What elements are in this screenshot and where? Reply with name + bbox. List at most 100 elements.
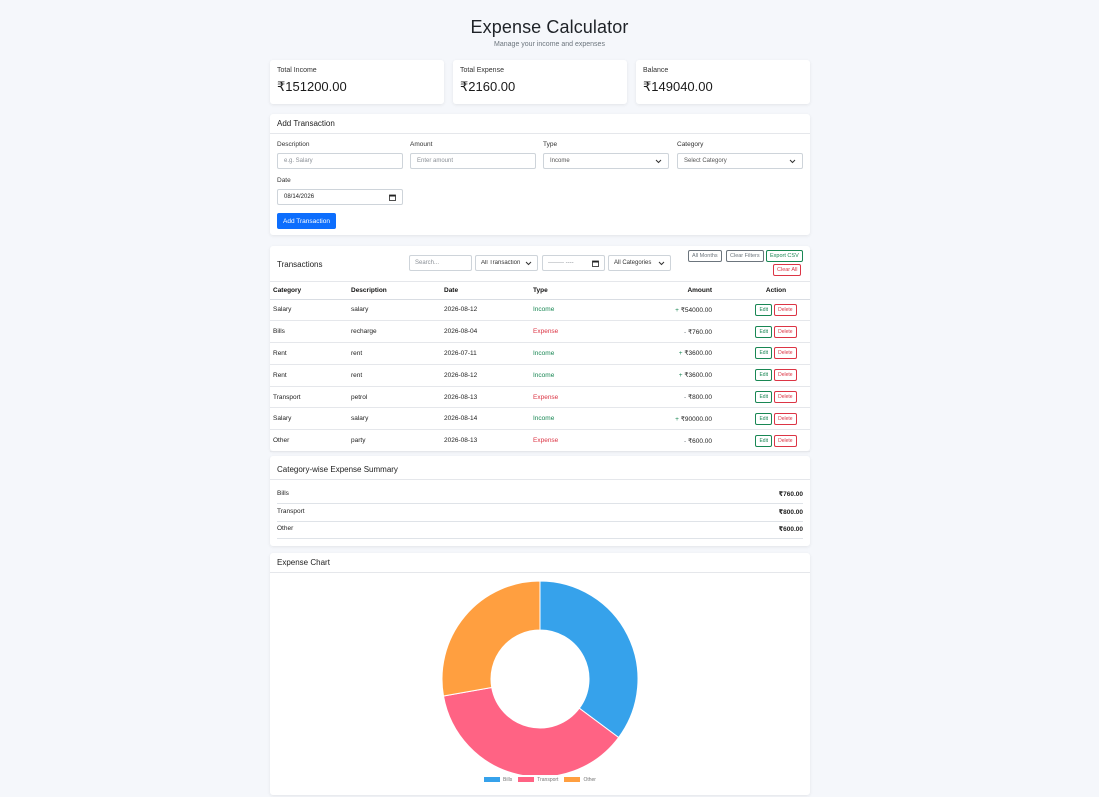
amount-sign: +	[678, 372, 683, 380]
cell-category: Other	[270, 429, 348, 453]
cell-description: petrol	[348, 386, 441, 409]
amount-sign: -	[683, 437, 687, 445]
delete-button[interactable]: Delete	[774, 325, 797, 338]
cell-category: Salary	[270, 407, 348, 431]
summary-amount: ₹600.00	[778, 526, 803, 533]
cell-action: Edit Delete	[742, 429, 810, 453]
calendar-icon[interactable]	[389, 194, 396, 201]
cell-amount: + ₹90000.00	[620, 407, 742, 431]
expense-chart-title: Expense Chart	[270, 553, 810, 573]
summary-amount: ₹760.00	[778, 491, 803, 498]
page-header: Expense Calculator Manage your income an…	[0, 17, 1099, 48]
legend-item[interactable]: Transport	[518, 777, 558, 783]
column-header-type: Type	[530, 282, 620, 300]
chevron-down-icon	[789, 159, 796, 163]
description-input[interactable]: e.g. Salary	[277, 153, 403, 169]
cell-action: Edit Delete	[742, 386, 810, 409]
amount-label: Amount	[410, 141, 433, 148]
month-filter-value: -------- ----	[548, 260, 574, 266]
cell-amount: - ₹760.00	[620, 320, 742, 344]
card-label: Total Income	[277, 67, 317, 74]
table-row: Rent rent 2026-08-12 Income + ₹3600.00 E…	[270, 364, 810, 387]
legend-item[interactable]: Bills	[484, 777, 512, 783]
summary-amount: ₹800.00	[778, 509, 803, 516]
category-filter-select[interactable]: All Categories	[608, 255, 671, 271]
summary-category: Other	[277, 525, 294, 532]
cell-amount: - ₹800.00	[620, 386, 742, 409]
type-filter-value: All Transaction	[481, 260, 521, 266]
amount-input[interactable]: Enter amount	[410, 153, 536, 169]
type-select[interactable]: Income	[543, 153, 669, 169]
category-summary-panel: Category-wise Expense Summary Bills ₹760…	[270, 456, 810, 546]
month-filter-input[interactable]: -------- ----	[542, 255, 605, 271]
date-input[interactable]: 08/14/2026	[277, 189, 403, 205]
cell-date: 2026-08-12	[441, 299, 530, 322]
card-value: ₹2160.00	[460, 79, 516, 94]
cell-description: recharge	[348, 320, 441, 344]
table-row: Salary salary 2026-08-12 Income + ₹54000…	[270, 299, 810, 322]
amount-sign: -	[683, 328, 687, 336]
delete-button[interactable]: Delete	[774, 434, 797, 447]
delete-button[interactable]: Delete	[774, 347, 797, 360]
edit-button[interactable]: Edit	[755, 391, 773, 404]
chart-legend: Bills Transport Other	[270, 777, 810, 783]
cell-amount: + ₹54000.00	[620, 299, 742, 322]
cell-action: Edit Delete	[742, 407, 810, 431]
category-field: Category Select Category	[677, 141, 803, 169]
cell-amount: + ₹3600.00	[620, 342, 742, 365]
cell-action: Edit Delete	[742, 320, 810, 344]
export-csv-button[interactable]: Export CSV	[766, 250, 803, 262]
cell-category: Salary	[270, 299, 348, 322]
summary-row: Other ₹600.00	[277, 525, 803, 539]
column-header-description: Description	[348, 282, 441, 300]
edit-button[interactable]: Edit	[755, 347, 773, 360]
summary-category: Bills	[277, 490, 289, 497]
cell-type: Income	[530, 407, 620, 431]
amount-field: Amount Enter amount	[410, 141, 536, 169]
cell-amount: + ₹3600.00	[620, 364, 742, 387]
cell-description: salary	[348, 299, 441, 322]
legend-item[interactable]: Other	[564, 777, 596, 783]
delete-button[interactable]: Delete	[774, 391, 797, 404]
legend-label: Transport	[537, 777, 559, 783]
table-row: Other party 2026-08-13 Expense - ₹600.00…	[270, 429, 810, 453]
cell-description: rent	[348, 342, 441, 365]
table-row: Bills recharge 2026-08-04 Expense - ₹760…	[270, 320, 810, 344]
transactions-table: Category Description Date Type Amount Ac…	[270, 282, 810, 453]
category-select[interactable]: Select Category	[677, 153, 803, 169]
delete-button[interactable]: Delete	[774, 303, 797, 316]
category-filter-value: All Categories	[614, 260, 652, 266]
edit-button[interactable]: Edit	[755, 325, 773, 338]
legend-swatch	[564, 777, 581, 783]
edit-button[interactable]: Edit	[755, 369, 773, 382]
total-income-card: Total Income ₹151200.00	[270, 60, 444, 104]
edit-button[interactable]: Edit	[755, 412, 773, 425]
edit-button[interactable]: Edit	[755, 303, 773, 316]
donut-slice-other[interactable]	[441, 580, 541, 697]
chevron-down-icon	[658, 261, 665, 265]
edit-button[interactable]: Edit	[755, 434, 773, 447]
type-filter-select[interactable]: All Transaction	[475, 255, 538, 271]
table-row: Salary salary 2026-08-14 Income + ₹90000…	[270, 407, 810, 431]
transactions-panel: Transactions Search... All Transaction -…	[270, 246, 810, 453]
donut-slice-transport[interactable]	[442, 686, 620, 775]
amount-value: ₹3600.00	[684, 372, 712, 380]
type-label: Type	[543, 141, 558, 148]
table-row: Transport petrol 2026-08-13 Expense - ₹8…	[270, 386, 810, 409]
clear-filters-button[interactable]: Clear Filters	[726, 250, 764, 262]
add-transaction-panel: Add Transaction Description e.g. Salary …	[270, 114, 810, 235]
cell-type: Income	[530, 364, 620, 387]
calendar-icon[interactable]	[592, 260, 599, 267]
donut-slice-bills[interactable]	[539, 580, 639, 739]
delete-button[interactable]: Delete	[774, 369, 797, 382]
category-select-value: Select Category	[684, 158, 727, 164]
category-label: Category	[677, 141, 704, 148]
search-input[interactable]: Search...	[409, 255, 472, 271]
clear-all-button[interactable]: Clear All	[773, 264, 802, 276]
all-months-button[interactable]: All Months	[688, 250, 722, 262]
amount-sign: +	[675, 306, 679, 314]
card-label: Total Expense	[460, 67, 504, 74]
add-transaction-button[interactable]: Add Transaction	[277, 213, 336, 229]
cell-type: Expense	[530, 429, 620, 453]
delete-button[interactable]: Delete	[774, 412, 797, 425]
